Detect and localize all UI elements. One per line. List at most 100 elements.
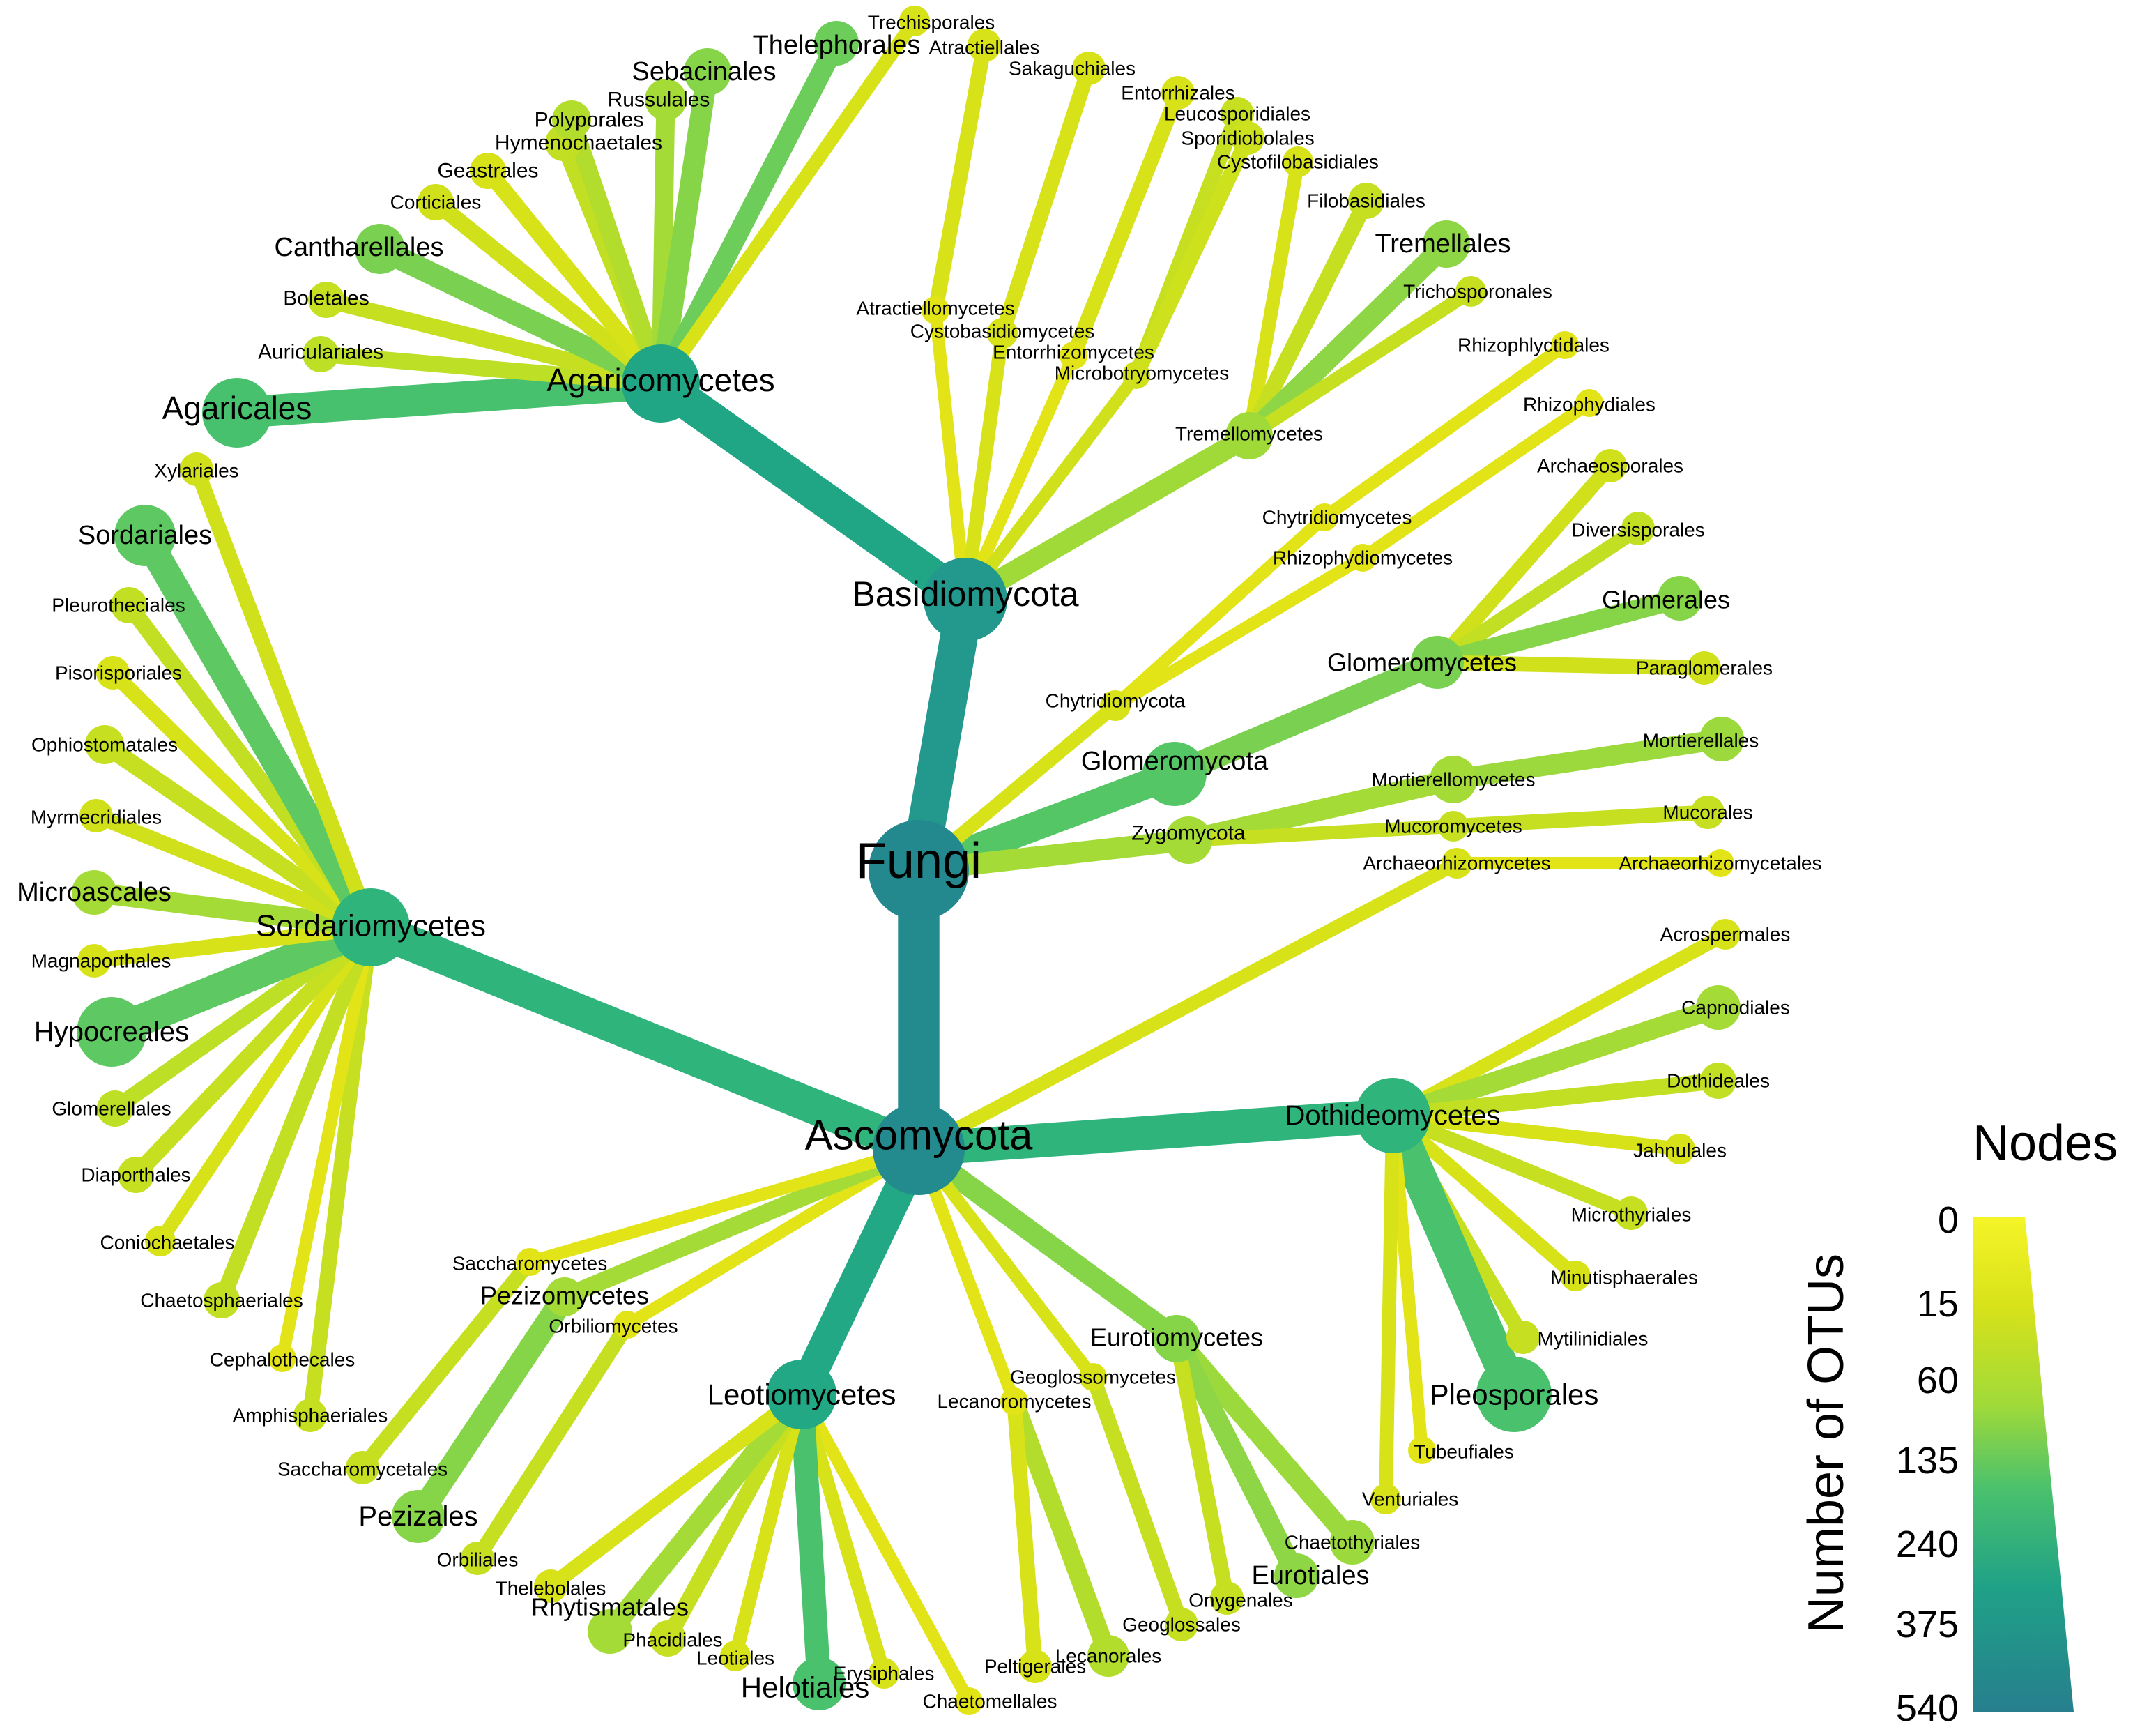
label-russulales: Russulales (608, 89, 710, 112)
node-onygenales (1210, 1581, 1244, 1615)
label-geoglossales: Geoglossales (1122, 1614, 1241, 1636)
node-myrmecridiales (79, 799, 113, 832)
label-coniochaetales: Coniochaetales (100, 1232, 234, 1254)
node-rhizophydiales (1575, 389, 1603, 417)
label-paraglomerales: Paraglomerales (1636, 657, 1773, 679)
node-minutisphaerales (1560, 1261, 1591, 1291)
node-diversisporales (1621, 512, 1655, 545)
node-peltigerales (1018, 1650, 1052, 1683)
label-cephalothecales: Cephalothecales (210, 1349, 355, 1371)
label-amphisphaeriales: Amphisphaeriales (233, 1405, 388, 1427)
label-agaricales: Agaricales (162, 390, 312, 426)
label-sporidiobolales: Sporidiobolales (1181, 128, 1314, 149)
node-phacidiales (650, 1620, 686, 1657)
edge-tremellomycetes-tremellales (1238, 233, 1458, 447)
label-chaetosphaeriales: Chaetosphaeriales (140, 1290, 303, 1311)
edge-mucoromycetes-mucorales (1446, 805, 1715, 834)
node-jahnulales (1665, 1134, 1695, 1164)
label-lecanoromycetes: Lecanoromycetes (937, 1391, 1091, 1413)
edge-agaricomycetes-cantharellales (368, 237, 673, 395)
node-eurotiomycetes (1153, 1315, 1200, 1362)
label-mucorales: Mucorales (1662, 802, 1752, 823)
label-thelebolales: Thelebolales (496, 1578, 606, 1599)
node-rhizophlyctidales (1551, 331, 1579, 359)
label-lecanorales: Lecanorales (1055, 1645, 1162, 1667)
edge-glomeromycetes-glomerales (1427, 588, 1690, 673)
node-tubeufiales (1408, 1436, 1436, 1464)
edge-leotiomycetes-rhytismatales (599, 1384, 812, 1642)
edge-chytridiomycetes-rhizophlyctidales (1318, 339, 1571, 524)
edge-dothideomycetes-microthyriales (1385, 1108, 1639, 1221)
edge-agaricomycetes-geastrales (480, 162, 669, 392)
node-lecanorales (1087, 1635, 1129, 1677)
label-geastrales: Geastrales (437, 160, 538, 183)
node-agaricales (202, 378, 272, 448)
edge-agaricomycetes-trechisporales (654, 14, 922, 390)
label-capnodiales: Capnodiales (1681, 997, 1790, 1019)
label-leotiomycetes: Leotiomycetes (708, 1378, 896, 1411)
edge-glomeromycota-glomeromycetes (1162, 650, 1450, 786)
edge-sordariomycetes-myrmecridiales (89, 808, 379, 935)
node-geoglossomycetes (1079, 1363, 1107, 1391)
edge-lecanoromycetes-peltigerales (1007, 1394, 1043, 1674)
label-rhizophydiomycetes: Rhizophydiomycetes (1273, 547, 1453, 569)
edge-dothideomycetes-minutisphaerales (1386, 1109, 1582, 1283)
label-microbotryomycetes: Microbotryomycetes (1055, 363, 1230, 384)
label-filobasidiales: Filobasidiales (1307, 190, 1425, 212)
node-sordariales (114, 505, 176, 566)
node-mucorales (1691, 796, 1725, 829)
edge-ascomycota-geoglossomycetes (912, 1143, 1099, 1383)
label-microascales: Microascales (17, 878, 171, 907)
edge-chytridiomycota-rhizophydiomycetes (1109, 552, 1369, 712)
label-acrospermales: Acrospermales (1660, 924, 1791, 945)
node-sporidiobolales (1231, 121, 1264, 155)
node-tremellales (1423, 220, 1470, 268)
legend-tick-15: 15 (1917, 1283, 1959, 1325)
edge-saccharomycetes-saccharomycetales (355, 1254, 537, 1475)
label-venturiales: Venturiales (1362, 1489, 1459, 1510)
node-diaporthales (118, 1157, 154, 1193)
node-amphisphaeriales (293, 1399, 327, 1432)
label-atractiellomycetes: Atractiellomycetes (856, 298, 1014, 319)
label-sordariomycetes: Sordariomycetes (256, 909, 486, 943)
label-dothideales: Dothideales (1667, 1070, 1770, 1092)
edge-glomeromycetes-diversisporales (1430, 521, 1646, 670)
edge-sordariomycetes-hypocreales (95, 911, 387, 1048)
label-onygenales: Onygenales (1188, 1590, 1292, 1611)
edge-zygomycota-mortierellomycetes (1177, 768, 1465, 851)
edge-mortierellomycetes-mortierellales (1443, 729, 1732, 790)
edge-agaricomycetes-sebacinales (650, 61, 719, 395)
label-saccharomycetes: Saccharomycetes (452, 1253, 608, 1275)
edge-basidiomycota-tremellomycetes (954, 425, 1260, 611)
edge-glomeromycetes-archaeosporales (1430, 458, 1618, 670)
edge-dothideomycetes-capnodiales (1382, 997, 1729, 1126)
label-fungi: Fungi (856, 833, 981, 889)
node-trichosporonales (1455, 276, 1486, 307)
node-chaetosphaeriales (204, 1282, 240, 1318)
label-archaeorhizomycetales: Archaeorhizomycetales (1619, 853, 1821, 874)
edge-eurotiomycetes-onygenales (1169, 1331, 1234, 1606)
label-ascomycota: Ascomycota (805, 1112, 1033, 1159)
edge-agaricomycetes-polyporales (563, 111, 670, 393)
edge-dothideomycetes-dothideales (1384, 1072, 1727, 1124)
label-sebacinales: Sebacinales (632, 57, 776, 86)
node-entorrhizomycetes (1060, 342, 1087, 370)
label-rhizophlyctidales: Rhizophlyctidales (1458, 335, 1610, 356)
tree-edges (84, 14, 1732, 1708)
label-minutisphaerales: Minutisphaerales (1550, 1267, 1698, 1288)
edge-lecanoromycetes-lecanorales (1004, 1392, 1118, 1666)
edge-basidiomycota-microbotryomycetes (959, 369, 1142, 606)
label-peltigerales: Peltigerales (984, 1656, 1086, 1678)
edge-leotiomycetes-chaetomellales (795, 1388, 975, 1708)
node-archaeorhizomycetales (1706, 849, 1734, 877)
edge-basidiomycota-cystobasidiomycetes (958, 326, 1009, 607)
edge-basidiomycota-agaricomycetes (643, 365, 984, 618)
node-coniochaetales (145, 1226, 176, 1256)
node-mytilinidiales (1506, 1321, 1540, 1354)
edge-eurotiomycetes-eurotiales (1166, 1328, 1307, 1586)
edge-ascomycota-eurotiomycetes (908, 1138, 1188, 1350)
node-orbiliomycetes (613, 1311, 641, 1339)
label-auriculariales: Auriculariales (258, 341, 383, 364)
node-erysiphales (869, 1658, 899, 1689)
